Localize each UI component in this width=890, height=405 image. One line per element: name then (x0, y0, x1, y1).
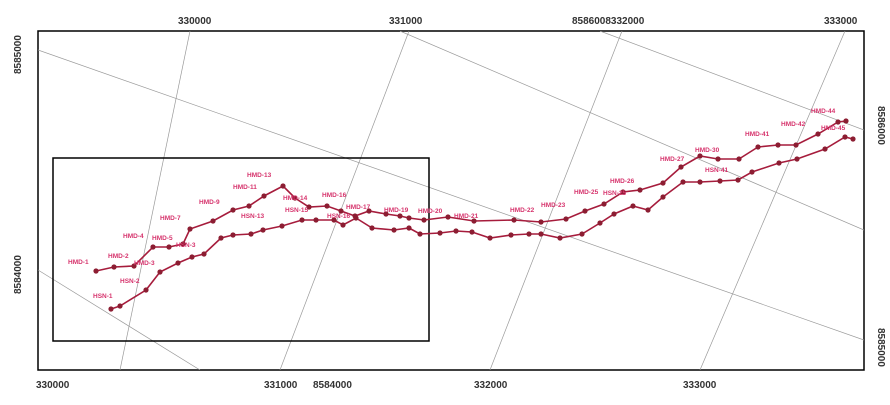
top-tick-labels: 330000 331000 8586008332000 333000 (178, 16, 858, 27)
label-hmd-2: HMD-2 (108, 253, 129, 260)
label-hmd-26: HMD-26 (610, 178, 635, 185)
map-frame (37, 30, 865, 371)
label-hsn-41: HSN-41 (705, 167, 729, 174)
label-hmd-14: HMD-14 (283, 195, 308, 202)
right-tick-labels: 8586000 8585000 (875, 106, 886, 367)
label-hmd-11: HMD-11 (233, 184, 257, 191)
label-hmd-41: HMD-41 (745, 131, 770, 138)
label-hsn-13: HSN-13 (241, 213, 265, 220)
label-hsn-15: HSN-15 (285, 207, 309, 214)
label-hsn-2: HSN-2 (120, 278, 140, 285)
tick-bottom-330000: 330000 (36, 380, 70, 391)
grid-lines (38, 31, 864, 370)
tick-bottom-332000: 332000 (474, 380, 508, 391)
label-hmd-4: HMD-4 (123, 233, 144, 240)
hsn-points (108, 134, 856, 312)
tick-top-331000: 331000 (389, 16, 423, 27)
label-hmd-17: HMD-17 (346, 204, 371, 211)
label-hmd-42: HMD-42 (781, 121, 806, 128)
left-tick-labels: 8585000 8584000 (13, 35, 24, 294)
label-hmd-44: HMD-44 (811, 108, 836, 115)
hmd-points (93, 118, 849, 274)
tick-left-8585000: 8585000 (13, 35, 24, 74)
label-hmd-7: HMD-7 (160, 215, 181, 222)
label-hmd-27: HMD-27 (660, 156, 685, 163)
label-hsn-3: HSN-3 (176, 242, 196, 249)
hmd-traverse-line (95, 120, 847, 272)
tick-top-330000: 330000 (178, 16, 212, 27)
tick-bottom-333000: 333000 (683, 380, 717, 391)
label-hsn-25: HSN-25 (603, 190, 627, 197)
label-hmd-21: HMD-21 (454, 213, 479, 220)
tick-top-333000: 333000 (824, 16, 858, 27)
point-labels: HMD-1 HMD-2 HMD-3 HMD-4 HMD-5 HMD-7 HMD-… (68, 108, 846, 300)
label-hmd-19: HMD-19 (384, 207, 409, 214)
label-hmd-30: HMD-30 (695, 147, 720, 154)
tick-right-8586000: 8586000 (875, 106, 886, 145)
label-hmd-3: HMD-3 (134, 260, 155, 267)
label-hmd-45: HMD-45 (821, 125, 846, 132)
tick-bottom-331000: 331000 (264, 380, 298, 391)
tick-top-8586008332000: 8586008332000 (572, 16, 645, 27)
label-hmd-20: HMD-20 (418, 208, 443, 215)
label-hmd-22: HMD-22 (510, 207, 535, 214)
tick-left-8584000: 8584000 (13, 255, 24, 294)
bottom-tick-labels: 330000 331000 8584000 332000 333000 (36, 380, 717, 391)
label-hmd-9: HMD-9 (199, 199, 220, 206)
label-hsn-16: HSN-16 (327, 213, 351, 220)
label-hmd-1: HMD-1 (68, 259, 89, 266)
label-hsn-1: HSN-1 (93, 293, 113, 300)
inset-box (52, 157, 430, 342)
label-hmd-5: HMD-5 (152, 235, 173, 242)
tick-right-8585000: 8585000 (875, 328, 886, 367)
label-hmd-23: HMD-23 (541, 202, 566, 209)
label-hmd-13: HMD-13 (247, 172, 272, 179)
tick-bottom-8584000: 8584000 (313, 380, 352, 391)
label-hmd-16: HMD-16 (322, 192, 347, 199)
label-hmd-25: HMD-25 (574, 189, 599, 196)
